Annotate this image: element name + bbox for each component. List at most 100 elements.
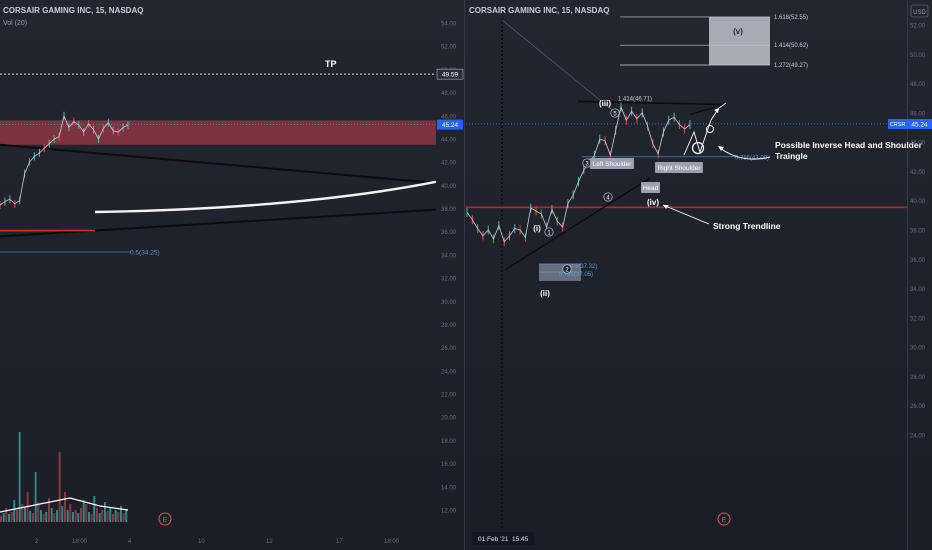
right-last-price-badge: [907, 118, 932, 129]
left-shoulder-box: [590, 158, 634, 169]
descending-trendline: [0, 143, 437, 185]
right-price-line: [466, 105, 691, 243]
pattern-annotation: Possible Inverse Head and Shoulder: [775, 140, 923, 150]
fib-1618-label: 1.618(52.55): [774, 15, 808, 21]
left-volume-bar: [117, 512, 120, 522]
left-volume-bar: [125, 510, 128, 522]
left-volume-bar: [53, 513, 56, 522]
left-volume-bar: [42, 514, 45, 522]
left-volume-bar: [66, 510, 69, 522]
left-y-tick: 32.00: [441, 277, 457, 283]
left-x-tick: 2: [35, 539, 39, 545]
circle-marker-3: 3: [582, 158, 592, 168]
left-volume-bar: [24, 507, 26, 522]
left-y-tick: 44.00: [441, 137, 457, 143]
fib-0786-lower-label: 0.786(37.05): [559, 272, 593, 278]
left-volume-bar: [101, 510, 104, 522]
neckline: [577, 100, 726, 106]
fib-1272-label: 1.272(49.27): [774, 63, 808, 69]
left-x-tick: 10: [198, 539, 205, 545]
left-volume-bar: [21, 504, 24, 522]
left-volume-bar: [29, 511, 32, 522]
left-y-tick: 24.00: [441, 369, 457, 375]
left-volume-bar: [16, 510, 18, 522]
left-volume-bar: [122, 513, 125, 522]
left-y-tick: 54.00: [441, 22, 457, 28]
left-volume-bar: [120, 506, 122, 522]
right-chart-title: CORSAIR GAMING INC, 15, NASDAQ: [469, 6, 609, 15]
left-price-series: [0, 111, 129, 210]
left-y-tick: 18.00: [441, 439, 457, 445]
left-volume-bar: [104, 502, 106, 522]
left-volume-bar: [40, 510, 42, 522]
right-y-tick: 42.00: [910, 170, 926, 176]
left-y-tick: 28.00: [441, 323, 457, 329]
right-y-tick: 34.00: [910, 287, 926, 293]
wave-v-target-box: [709, 16, 770, 65]
head-label: Head: [643, 185, 659, 192]
left-volume-bar: [72, 512, 74, 522]
left-y-tick: 36.00: [441, 230, 457, 236]
left-price-line: [0, 114, 129, 206]
right-y-tick: 28.00: [910, 375, 926, 381]
date-badge-date: 01 Feb '21: [478, 536, 509, 543]
circle-marker-4: 4: [603, 192, 613, 202]
left-fib-label: 0.5(34.25): [130, 250, 160, 257]
left-volume-bar: [48, 498, 50, 522]
wave-iii-label: (iii): [599, 99, 611, 108]
svg-text:2: 2: [565, 268, 569, 274]
left-volume-bar: [8, 514, 10, 522]
left-volume-bar: [45, 512, 48, 522]
left-volume-bar: [114, 510, 117, 522]
right-y-tick: 50.00: [910, 53, 926, 59]
left-volume-bar: [109, 508, 112, 522]
triangle-annotation: Traingle: [775, 151, 808, 161]
right-earnings-marker[interactable]: [717, 512, 731, 526]
left-y-tick: 12.00: [441, 509, 457, 515]
symbol-badge: [888, 118, 907, 129]
left-volume-bar: [69, 504, 72, 522]
right-y-tick: 44.00: [910, 141, 926, 147]
left-volume-bar: [10, 512, 13, 522]
date-badge-time: 15:45: [512, 536, 529, 543]
left-volume-bar: [5, 508, 8, 522]
left-x-tick: 18:00: [72, 539, 88, 545]
left-y-tick: 22.00: [441, 393, 457, 399]
left-x-tick: 17: [336, 539, 343, 545]
svg-text:4: 4: [606, 196, 610, 202]
tp-label: TP: [325, 59, 337, 69]
left-chart-title: CORSAIR GAMING INC, 15, NASDAQ: [3, 6, 143, 15]
fib-0786-label: 0.786(43.00): [735, 155, 769, 161]
fib-05-label: 0.5(37.32): [570, 264, 597, 270]
right-y-tick: 40.00: [910, 199, 926, 205]
projection-line: [501, 19, 613, 111]
left-x-tick: 4: [128, 539, 132, 545]
circle-marker-5: 5: [610, 108, 620, 118]
right-shoulder-label: Right Shoulder: [658, 165, 702, 172]
left-y-tick: 34.00: [441, 253, 457, 259]
wave-ii-label: (ii): [540, 289, 550, 298]
left-volume-bar: [34, 472, 37, 522]
circle-marker-1: 1: [544, 227, 554, 237]
left-x-tick: 18:00: [384, 539, 400, 545]
left-shoulder-label: Left Shoulder: [593, 161, 633, 168]
left-y-tick: 46.00: [441, 114, 457, 120]
right-y-tick: 26.00: [910, 404, 926, 410]
projected-arrowhead: [714, 108, 719, 113]
currency-badge[interactable]: [910, 4, 929, 18]
left-volume-bar: [106, 511, 109, 522]
left-last-price-badge: [437, 119, 463, 130]
left-earnings-marker[interactable]: [158, 512, 172, 526]
left-volume-bar: [0, 516, 2, 522]
left-y-tick: 38.00: [441, 207, 457, 213]
left-y-tick: 42.00: [441, 161, 457, 167]
right-y-axis: 52.00 50.00 48.00 46.00 44.00 42.00 40.00 38.00…: [910, 24, 926, 440]
tp-price-badge-text: 49.59: [442, 72, 459, 79]
left-volume-bar: [85, 504, 88, 522]
svg-text:3: 3: [585, 162, 589, 168]
breakout-circle: [691, 141, 705, 155]
right-last-price-text: 45.24: [911, 121, 928, 128]
left-y-tick: 20.00: [441, 416, 457, 422]
